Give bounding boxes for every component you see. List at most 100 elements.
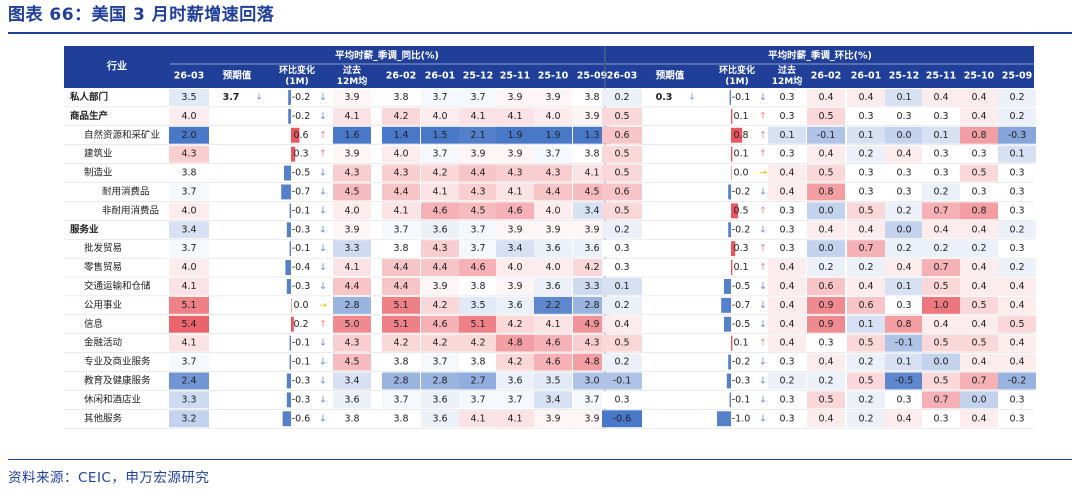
value-cell: 0.0	[818, 205, 833, 216]
heat-cell	[885, 164, 923, 182]
change-bar	[729, 90, 731, 105]
value-cell: 0.4	[818, 92, 833, 103]
heat-cell	[960, 107, 998, 125]
value-cell: 3.7	[393, 394, 408, 405]
row-label: 非耐用消费品	[102, 204, 159, 216]
heat-cell	[421, 107, 459, 125]
value-cell: 4.1	[507, 413, 522, 424]
heat-cell	[922, 278, 960, 295]
change-value: -1.0	[732, 413, 751, 424]
value-cell: 4.4	[344, 281, 359, 292]
value-cell: 4.5	[470, 205, 485, 216]
heat-cell	[768, 315, 806, 333]
heat-cell	[998, 334, 1036, 352]
trend-arrow-icon: ↑	[319, 130, 327, 141]
value-cell: 0.1	[896, 92, 911, 103]
value-cell: 3.6	[507, 375, 522, 386]
value-cell: 4.1	[507, 186, 522, 197]
change-value: -0.3	[292, 224, 311, 235]
value-cell: 3.7	[470, 394, 485, 405]
value-cell: 0.8	[896, 319, 911, 330]
heat-cell	[382, 278, 420, 295]
heat-cell	[922, 334, 960, 352]
change-value: 0.3	[293, 149, 308, 160]
heat-cell	[885, 89, 923, 106]
heat-cell	[459, 391, 497, 409]
heat-cell	[960, 315, 998, 333]
value-cell: 3.8	[393, 92, 408, 103]
value-cell: 0.7	[971, 375, 986, 386]
heat-cell	[459, 334, 497, 352]
value-cell: 3.3	[344, 243, 359, 254]
value-cell: 4.1	[432, 186, 447, 197]
heat-cell	[885, 372, 923, 390]
value-cell: 0.4	[779, 281, 794, 292]
heat-cell	[768, 334, 806, 352]
value-cell: 0.3	[1009, 205, 1024, 216]
value-cell: 4.3	[545, 168, 560, 179]
heat-cell	[847, 278, 885, 295]
heat-cell	[573, 221, 611, 239]
heat-cell	[602, 221, 642, 239]
value-cell: 4.5	[344, 186, 359, 197]
value-cell: 4.8	[584, 357, 599, 368]
value-cell: 0.0	[896, 130, 911, 141]
value-cell: 0.1	[933, 130, 948, 141]
heat-cell	[496, 278, 534, 295]
row-label: 教育及健康服务	[84, 374, 151, 386]
change-value: -0.7	[732, 300, 751, 311]
trend-arrow-icon: ↑	[759, 205, 767, 216]
source-note: 资料来源：CEIC，申万宏源研究	[8, 470, 210, 486]
heat-cell	[573, 353, 611, 371]
value-cell: 3.8	[584, 92, 599, 103]
heat-cell	[333, 315, 371, 333]
heat-cell	[998, 410, 1036, 428]
value-cell: 3.7	[470, 224, 485, 235]
value-cell: 0.5	[971, 300, 986, 311]
value-cell: 0.7	[858, 243, 873, 254]
heat-cell	[169, 353, 209, 371]
value-cell: 0.1	[896, 281, 911, 292]
heat-cell	[960, 391, 998, 409]
section-title: 平均时薪_季调_同比(%)	[335, 50, 439, 62]
column-header: 过去	[343, 64, 361, 76]
value-cell: 0.2	[858, 357, 873, 368]
heat-cell	[922, 296, 960, 314]
value-cell: 3.8	[393, 357, 408, 368]
heat-cell	[459, 315, 497, 333]
row-label: 耐用消费品	[102, 185, 150, 197]
trend-arrow-icon: ↓	[759, 413, 767, 424]
value-cell: 0.4	[614, 319, 629, 330]
change-bar	[731, 241, 736, 257]
value-cell: 0.2	[971, 243, 986, 254]
value-cell: 4.6	[432, 319, 447, 330]
change-value: 0.1	[733, 262, 748, 273]
heat-cell	[534, 372, 572, 390]
change-value: -0.2	[732, 224, 751, 235]
heat-cell	[382, 145, 420, 163]
value-cell: 4.0	[545, 262, 560, 273]
heat-cell	[573, 164, 611, 182]
column-header: 环比变化	[279, 64, 315, 76]
heat-cell	[573, 372, 611, 390]
value-cell: 0.2	[614, 92, 629, 103]
heat-cell	[998, 315, 1036, 333]
heat-cell	[998, 183, 1036, 201]
change-value: 0.1	[733, 338, 748, 349]
heat-cell	[847, 410, 885, 428]
value-cell: 1.9	[507, 130, 522, 141]
value-cell: 4.3	[507, 168, 522, 179]
heat-cell	[885, 221, 923, 239]
change-bar	[731, 203, 738, 219]
heat-cell	[573, 126, 611, 144]
heat-cell	[421, 145, 459, 163]
value-cell: 0.3	[896, 394, 911, 405]
heat-cell	[573, 202, 611, 220]
value-cell: 3.4	[545, 394, 560, 405]
change-value: -0.2	[292, 92, 311, 103]
value-cell: 0.7	[933, 205, 948, 216]
heat-cell	[885, 315, 923, 333]
value-cell: 0.4	[858, 92, 873, 103]
trend-arrow-icon: ↓	[319, 394, 327, 405]
heat-cell	[960, 164, 998, 182]
